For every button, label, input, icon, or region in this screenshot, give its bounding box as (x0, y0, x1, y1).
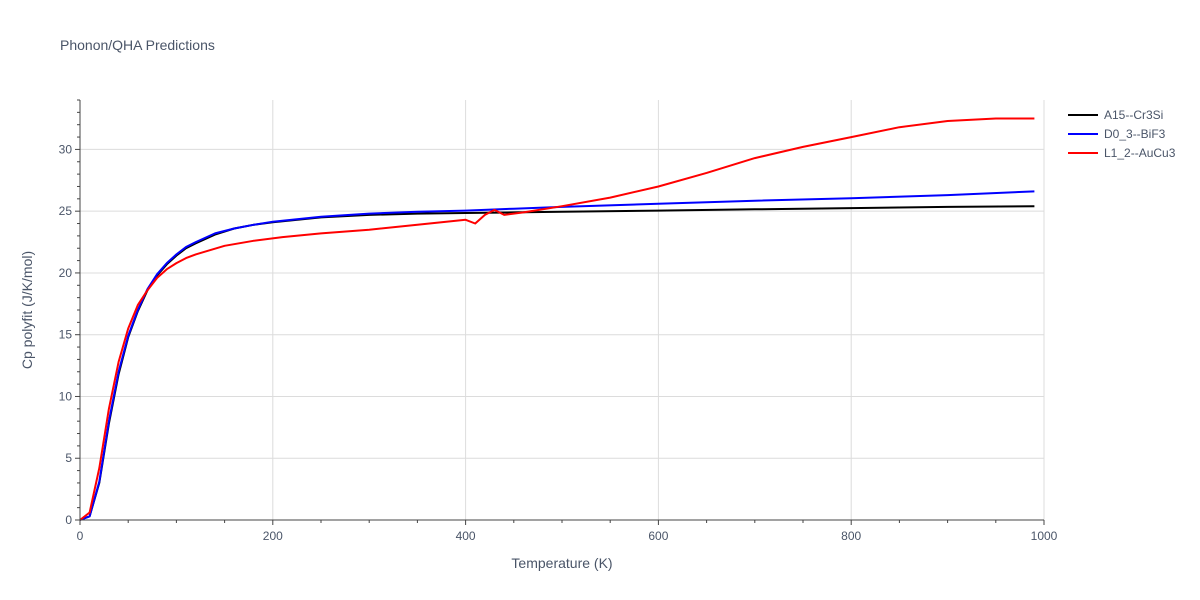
y-tick-label: 30 (59, 142, 73, 156)
series-line-0 (79, 205, 1035, 521)
y-tick-label: 25 (59, 204, 73, 218)
tick-labels: 0 200 400 600 800 1000 0 5 10 15 20 25 30 (59, 142, 1058, 543)
legend-item-2[interactable]: L1_2--AuCu3 (1068, 146, 1176, 160)
x-axis-title: Temperature (K) (511, 555, 612, 571)
chart-title: Phonon/QHA Predictions (60, 37, 215, 53)
x-tick-label: 1000 (1031, 529, 1058, 543)
axes (75, 99, 1045, 525)
series-line-2 (79, 117, 1035, 521)
legend-item-1[interactable]: D0_3--BiF3 (1068, 127, 1166, 141)
legend-item-0[interactable]: A15--Cr3Si (1068, 108, 1163, 122)
series-line-1 (79, 190, 1035, 521)
grid (80, 100, 1045, 520)
x-tick-label: 800 (841, 529, 861, 543)
y-tick-label: 10 (59, 389, 73, 403)
x-tick-label: 600 (648, 529, 668, 543)
legend-label: D0_3--BiF3 (1104, 127, 1166, 141)
plot-area (79, 117, 1035, 521)
legend-label: L1_2--AuCu3 (1104, 146, 1176, 160)
y-tick-label: 5 (65, 451, 72, 465)
legend-label: A15--Cr3Si (1104, 108, 1163, 122)
y-axis-title: Cp polyfit (J/K/mol) (19, 251, 35, 369)
x-tick-label: 200 (263, 529, 283, 543)
y-tick-label: 0 (65, 513, 72, 527)
y-tick-label: 20 (59, 266, 73, 280)
x-tick-label: 400 (456, 529, 476, 543)
y-tick-label: 15 (59, 328, 73, 342)
x-tick-label: 0 (77, 529, 84, 543)
legend[interactable]: A15--Cr3Si D0_3--BiF3 L1_2--AuCu3 (1068, 108, 1176, 160)
